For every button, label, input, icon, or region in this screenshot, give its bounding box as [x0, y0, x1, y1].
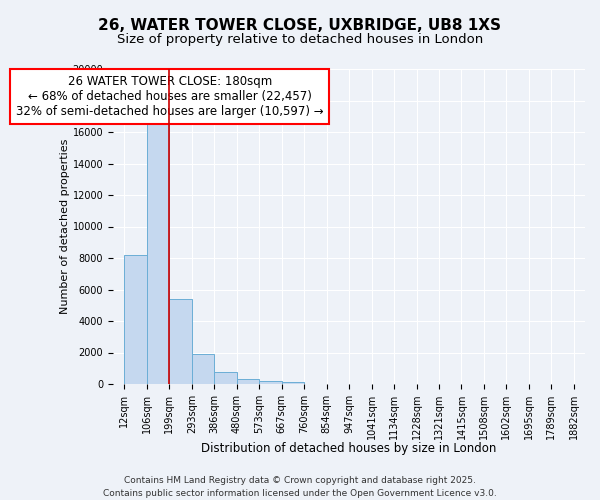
Text: 26, WATER TOWER CLOSE, UXBRIDGE, UB8 1XS: 26, WATER TOWER CLOSE, UXBRIDGE, UB8 1XS: [98, 18, 502, 32]
Bar: [214, 372, 237, 384]
Text: Contains HM Land Registry data © Crown copyright and database right 2025.
Contai: Contains HM Land Registry data © Crown c…: [103, 476, 497, 498]
Bar: [147, 121, 169, 384]
X-axis label: Distribution of detached houses by size in London: Distribution of detached houses by size …: [202, 442, 497, 455]
Bar: [169, 299, 192, 384]
Bar: [259, 381, 282, 384]
Y-axis label: Number of detached properties: Number of detached properties: [60, 139, 70, 314]
Bar: [282, 382, 304, 384]
Bar: [124, 255, 147, 384]
Text: 26 WATER TOWER CLOSE: 180sqm
← 68% of detached houses are smaller (22,457)
32% o: 26 WATER TOWER CLOSE: 180sqm ← 68% of de…: [16, 76, 323, 118]
Text: Size of property relative to detached houses in London: Size of property relative to detached ho…: [117, 32, 483, 46]
Bar: [192, 354, 214, 384]
Bar: [237, 380, 259, 384]
